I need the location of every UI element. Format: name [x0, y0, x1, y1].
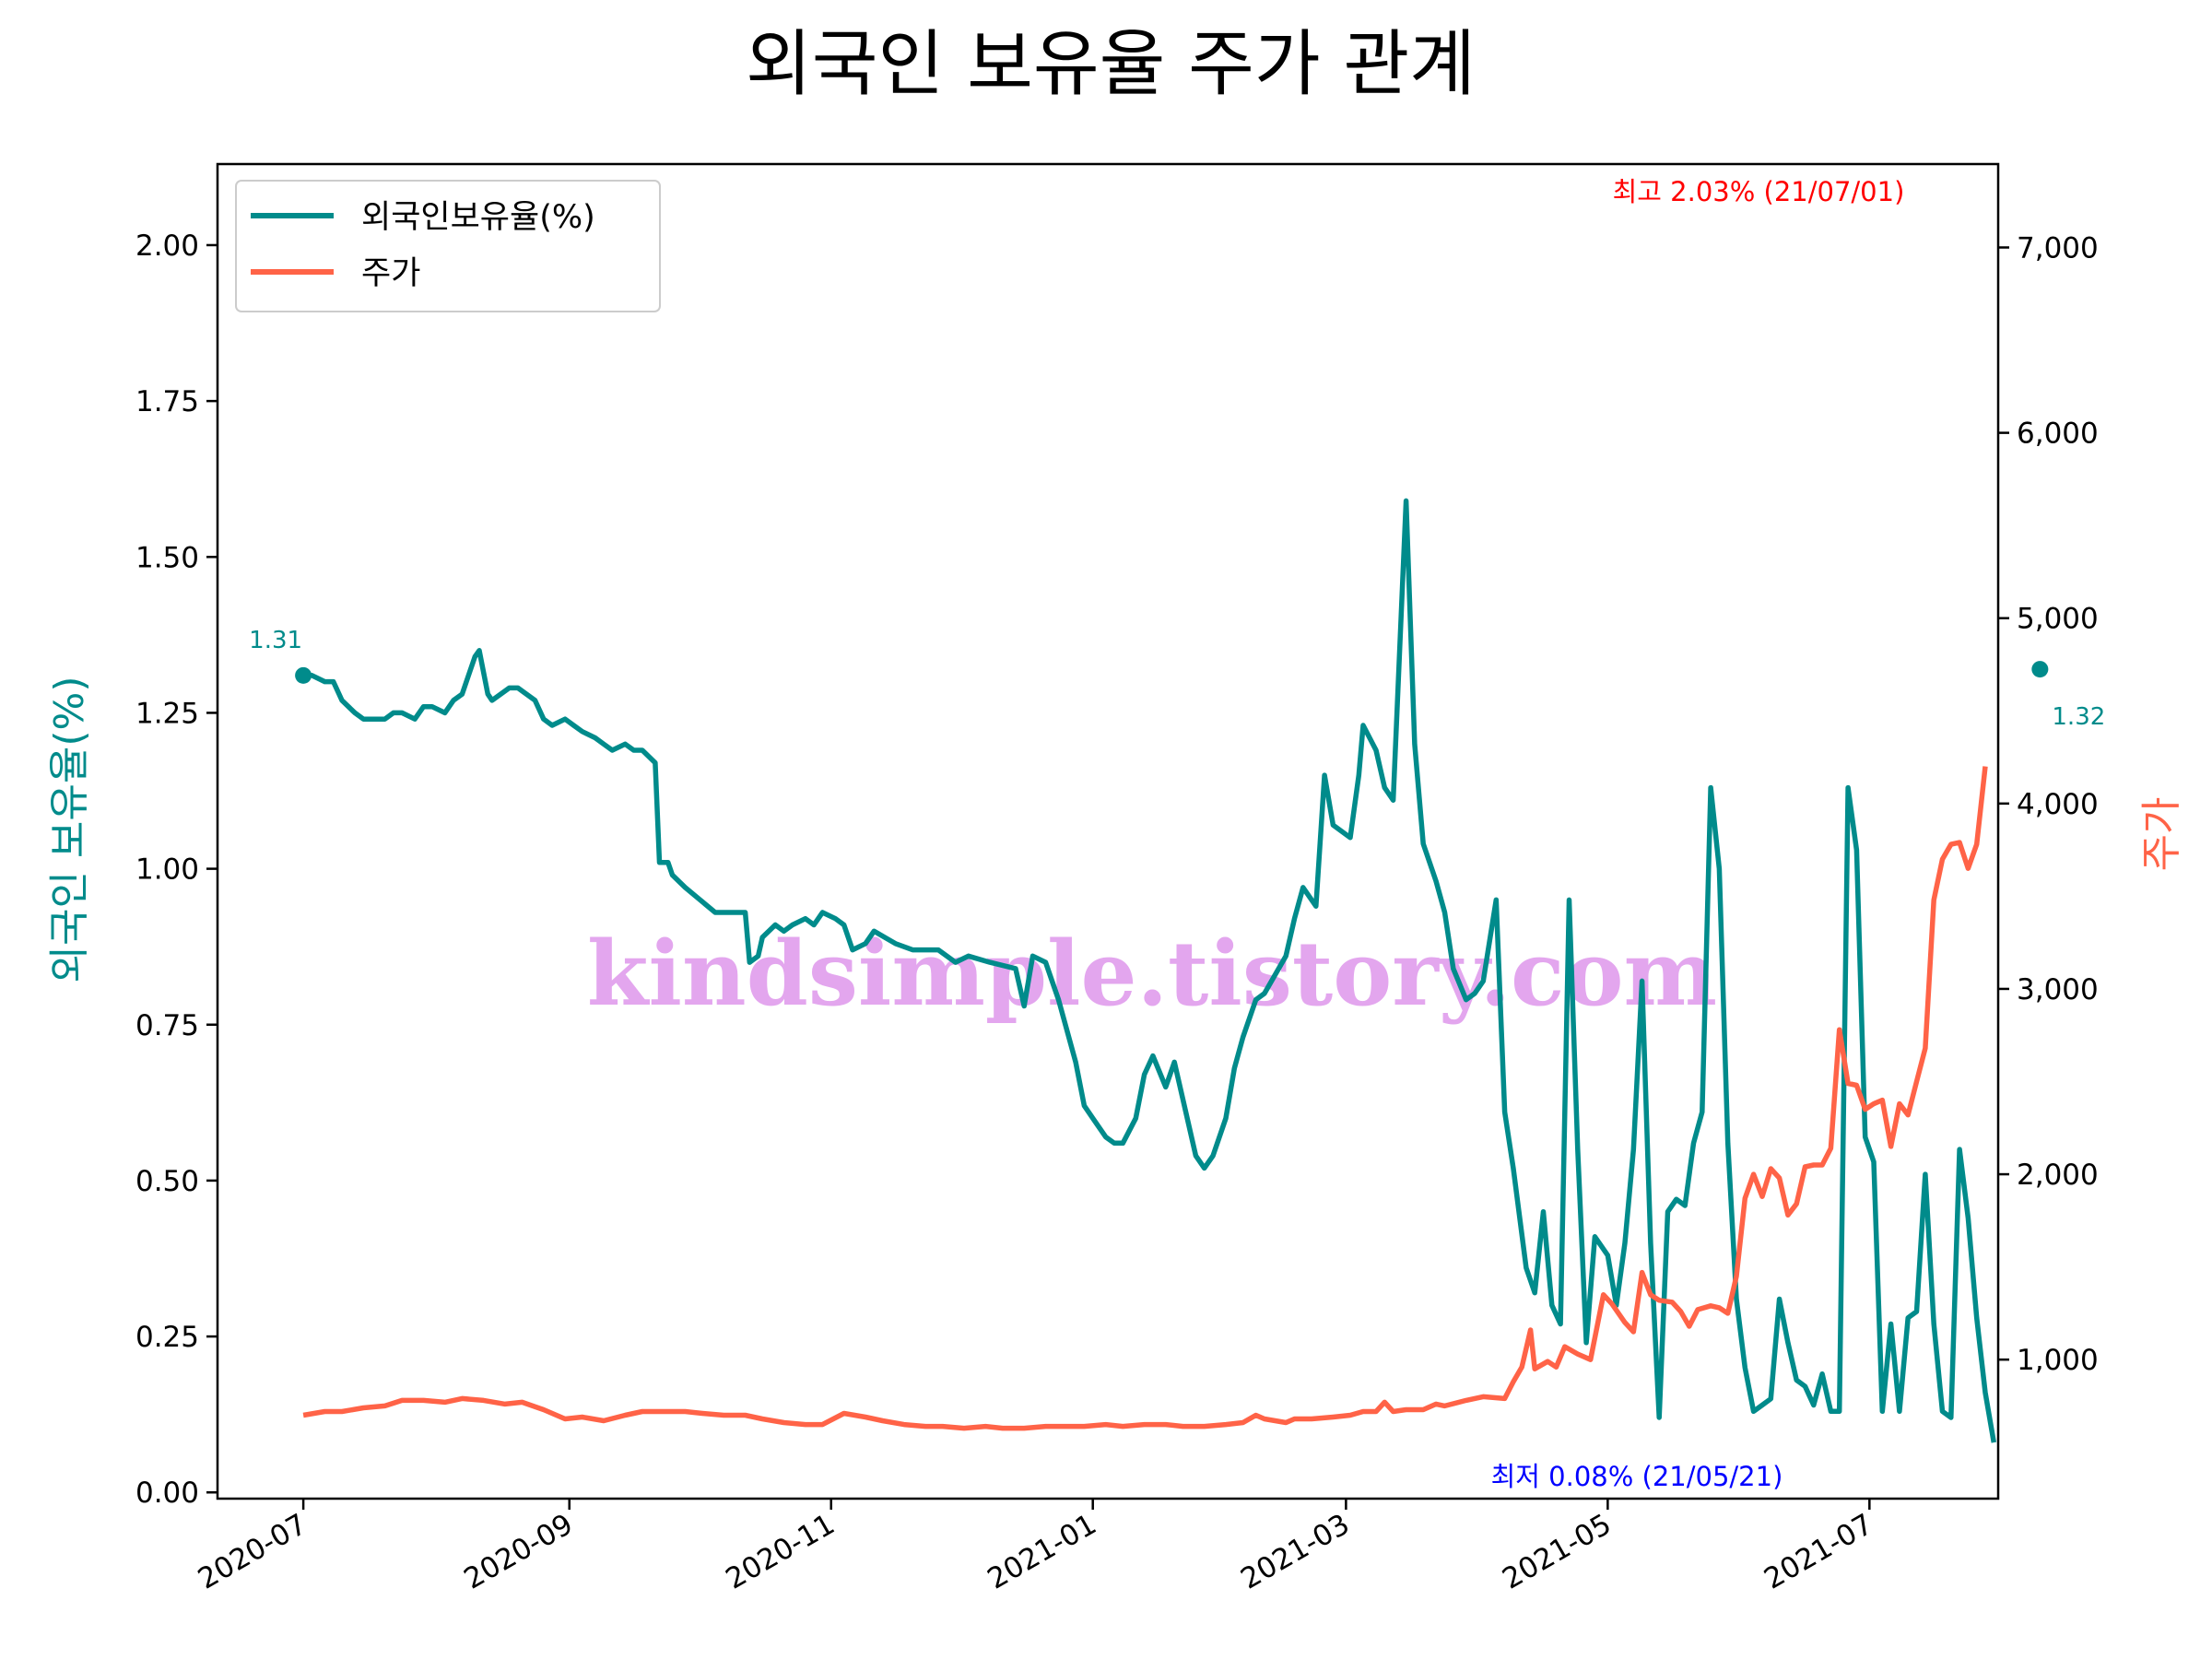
min-annotation: 최저 0.08% (21/05/21) [1491, 1461, 1783, 1492]
plot-frame [216, 162, 2000, 1500]
y-left-tick-label: 0.75 [135, 1009, 199, 1042]
y-right-tick-label: 6,000 [2017, 418, 2099, 451]
y-left-tick-label: 2.00 [135, 229, 199, 263]
y-axis-left-label: 외국인 보유율(%) [46, 676, 93, 982]
y-left-tick-label: 1.25 [135, 697, 199, 730]
series-layer [295, 498, 2049, 1443]
legend-box [235, 180, 661, 312]
y-left-tick-label: 0.00 [135, 1477, 199, 1510]
legend-label-ratio: 외국인보유율(%) [361, 199, 595, 236]
y-right-tick-label: 4,000 [2017, 788, 2099, 821]
y-left-tick-label: 1.00 [135, 853, 199, 887]
y-left-tick-label: 1.75 [135, 385, 199, 418]
y-right-tick-label: 5,000 [2017, 603, 2099, 636]
max-annotation: 최고 2.03% (21/07/01) [1613, 176, 1905, 207]
legend-label-price: 주가 [361, 255, 420, 292]
series-line-price [302, 766, 1988, 1431]
series-line-ratio [303, 498, 1997, 1443]
y-left-tick-label: 0.25 [135, 1321, 199, 1354]
y-right-tick-label: 3,000 [2017, 973, 2099, 1006]
end-marker [2031, 661, 2049, 678]
y-left-tick-label: 1.50 [135, 541, 199, 574]
y-right-tick-label: 1,000 [2017, 1344, 2099, 1377]
start-marker [295, 666, 312, 684]
y-right-tick-label: 7,000 [2017, 232, 2099, 265]
y-left-tick-label: 0.50 [135, 1165, 199, 1198]
end-value-label: 1.32 [2052, 703, 2105, 731]
watermark-text: kindsimple.tistory.com [587, 922, 1717, 1026]
legend: 외국인보유율(%) 주가 [235, 180, 661, 312]
y-right-tick-label: 2,000 [2017, 1159, 2099, 1192]
start-value-label: 1.31 [249, 627, 302, 654]
y-axis-right-label: 주가 [2138, 797, 2185, 872]
chart-title: 외국인 보유율 주가 관계 [746, 23, 1476, 106]
